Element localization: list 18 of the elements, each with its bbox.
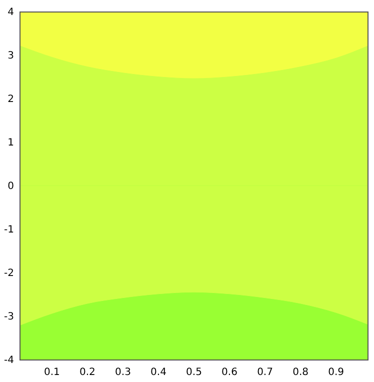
x-tick-label: 0.7	[257, 367, 273, 378]
y-tick-label: 1	[8, 138, 14, 149]
x-tick-label: 0.9	[328, 367, 344, 378]
x-tick-label: 0.8	[292, 367, 308, 378]
y-tick-label: 4	[8, 7, 14, 18]
y-tick-label: 2	[8, 94, 14, 106]
x-tick-label: 0.5	[186, 367, 202, 378]
x-tick-label: 0.1	[44, 367, 60, 378]
y-tick-label: -3	[4, 312, 14, 323]
y-tick-label: -1	[4, 224, 14, 236]
x-tick-label: 0.4	[150, 367, 166, 378]
y-tick-label: 0	[8, 181, 14, 192]
x-tick-label: 0.6	[222, 367, 238, 378]
y-tick-label: 3	[8, 50, 14, 62]
x-tick-label: 0.2	[80, 367, 96, 378]
y-tick-label: -2	[4, 268, 14, 280]
y-tick-label: -4	[4, 355, 14, 366]
x-tick-label: 0.3	[115, 367, 131, 378]
